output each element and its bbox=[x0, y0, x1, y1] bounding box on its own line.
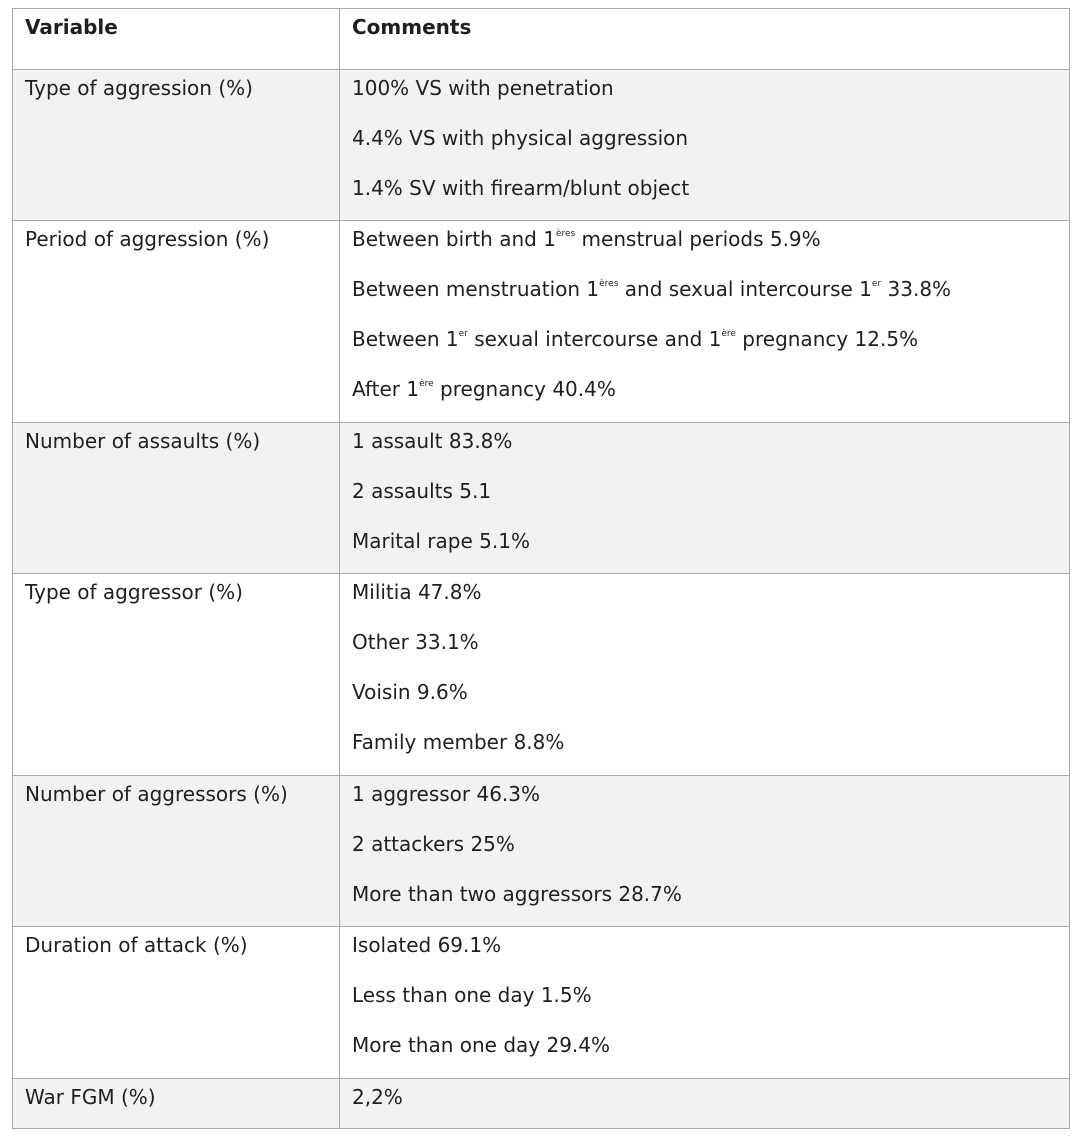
variable-cell: Duration of attack (%) bbox=[12, 926, 340, 1079]
header-variable: Variable bbox=[12, 8, 340, 70]
superscript: er bbox=[871, 279, 882, 290]
table-row: Duration of attack (%) Isolated 69.1% Le… bbox=[12, 926, 1070, 1079]
header-row: Variable Comments bbox=[12, 8, 1070, 70]
comment-line: Marital rape 5.1% bbox=[352, 529, 530, 553]
comments-cell: 100% VS with penetration 4.4% VS with ph… bbox=[339, 69, 1070, 221]
comment-line: Between menstruation 1ères and sexual in… bbox=[352, 277, 952, 301]
comment-line: Between birth and 1ères menstrual period… bbox=[352, 227, 821, 251]
comment-line: Between 1er sexual intercourse and 1ère … bbox=[352, 327, 919, 351]
table-row: Number of aggressors (%) 1 aggressor 46.… bbox=[12, 775, 1070, 927]
comment-line: 100% VS with penetration bbox=[352, 76, 614, 100]
comments-cell: Between birth and 1ères menstrual period… bbox=[339, 220, 1070, 423]
comment-line: 2 attackers 25% bbox=[352, 832, 515, 856]
superscript: er bbox=[458, 329, 468, 340]
superscript: ères bbox=[555, 229, 576, 240]
superscript: ère bbox=[419, 379, 434, 390]
comment-line: 1.4% SV with firearm/blunt object bbox=[352, 176, 690, 200]
comment-line: Family member 8.8% bbox=[352, 730, 565, 754]
table-row: Number of assaults (%) 1 assault 83.8% 2… bbox=[12, 422, 1070, 574]
variable-cell: Type of aggressor (%) bbox=[12, 573, 340, 776]
comment-line: 2,2% bbox=[352, 1085, 403, 1109]
table-row: Period of aggression (%) Between birth a… bbox=[12, 220, 1070, 423]
comment-line: Voisin 9.6% bbox=[352, 680, 468, 704]
variable-cell: Number of assaults (%) bbox=[12, 422, 340, 574]
superscript: ère bbox=[721, 329, 736, 340]
comments-cell: 2,2% bbox=[339, 1078, 1070, 1129]
comment-line: 1 assault 83.8% bbox=[352, 429, 513, 453]
table-row: War FGM (%) 2,2% bbox=[12, 1078, 1070, 1129]
variable-cell: Period of aggression (%) bbox=[12, 220, 340, 423]
comment-line: 1 aggressor 46.3% bbox=[352, 782, 541, 806]
comment-line: Less than one day 1.5% bbox=[352, 983, 592, 1007]
comment-line: 2 assaults 5.1 bbox=[352, 479, 492, 503]
comment-line: Militia 47.8% bbox=[352, 580, 482, 604]
comments-cell: Isolated 69.1% Less than one day 1.5% Mo… bbox=[339, 926, 1070, 1079]
data-table: Variable Comments Type of aggression (%)… bbox=[12, 8, 1070, 1129]
table-row: Type of aggression (%) 100% VS with pene… bbox=[12, 69, 1070, 221]
comment-line: Isolated 69.1% bbox=[352, 933, 502, 957]
comment-line: More than one day 29.4% bbox=[352, 1033, 610, 1057]
comments-cell: Militia 47.8% Other 33.1% Voisin 9.6% Fa… bbox=[339, 573, 1070, 776]
table-row: Type of aggressor (%) Militia 47.8% Othe… bbox=[12, 573, 1070, 776]
comment-line: Other 33.1% bbox=[352, 630, 479, 654]
comment-line: 4.4% VS with physical aggression bbox=[352, 126, 689, 150]
variable-cell: Number of aggressors (%) bbox=[12, 775, 340, 927]
header-comments: Comments bbox=[339, 8, 1070, 70]
comments-cell: 1 aggressor 46.3% 2 attackers 25% More t… bbox=[339, 775, 1070, 927]
variable-cell: War FGM (%) bbox=[12, 1078, 340, 1129]
variable-cell: Type of aggression (%) bbox=[12, 69, 340, 221]
comment-line: More than two aggressors 28.7% bbox=[352, 882, 682, 906]
superscript: ères bbox=[599, 279, 619, 290]
comments-cell: 1 assault 83.8% 2 assaults 5.1 Marital r… bbox=[339, 422, 1070, 574]
comment-line: After 1ère pregnancy 40.4% bbox=[352, 377, 616, 401]
